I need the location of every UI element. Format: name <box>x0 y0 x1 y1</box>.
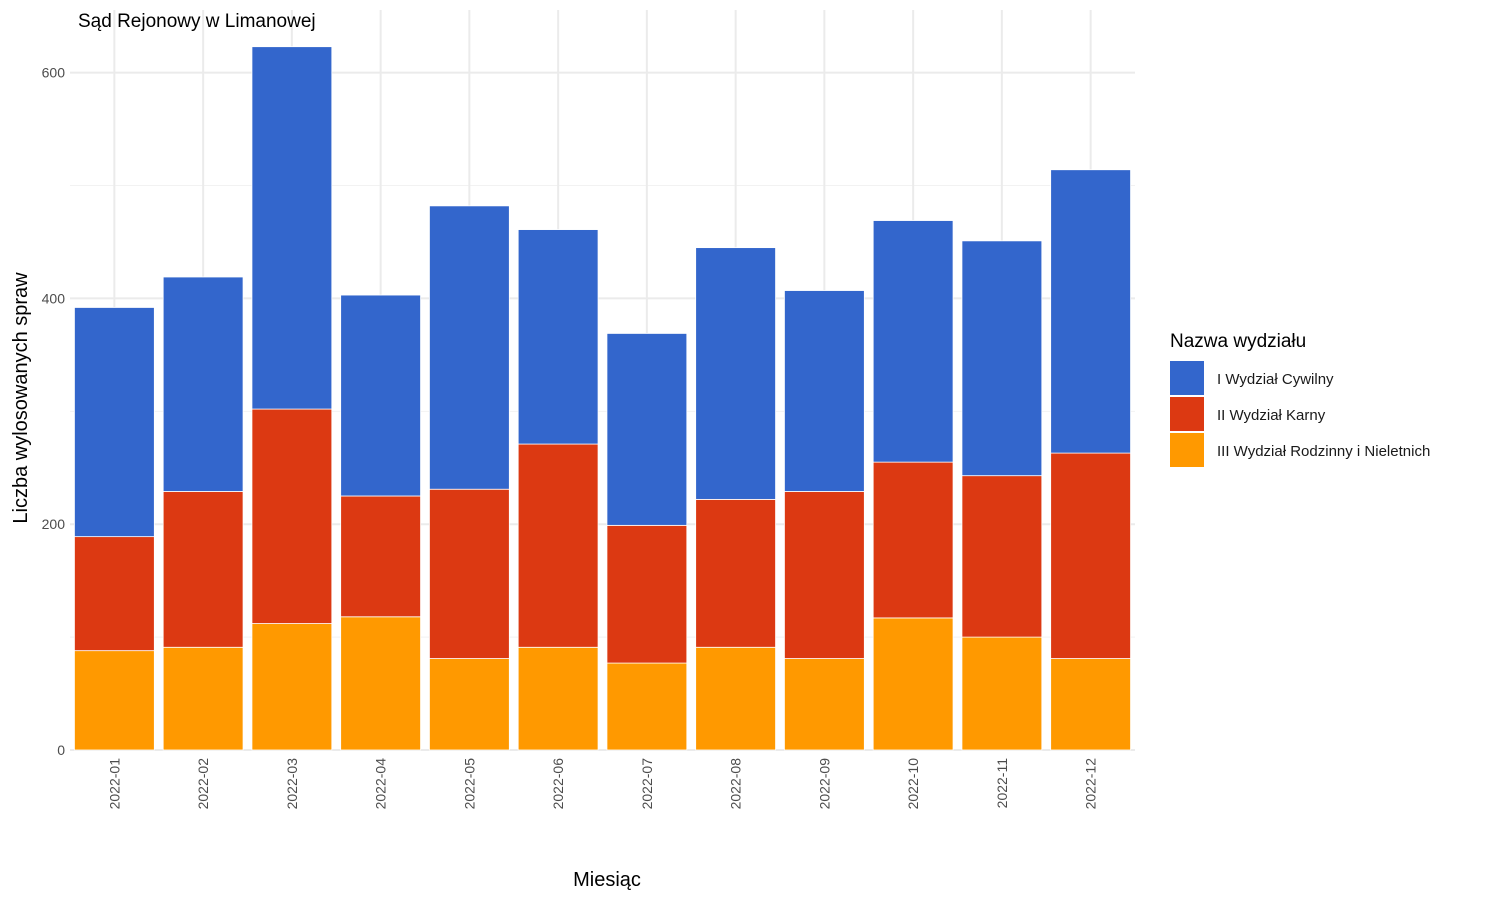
bar-segment <box>340 495 421 618</box>
bar-segment <box>251 408 333 624</box>
legend-label: III Wydział Rodzinny i Nieletnich <box>1217 443 1430 460</box>
x-axis-title: Miesiąc <box>573 869 641 891</box>
bar-segment <box>74 650 155 751</box>
bar-segment <box>606 333 688 526</box>
bar-segment <box>961 240 1043 477</box>
bar-segment <box>74 536 155 652</box>
bar-segment <box>340 294 421 497</box>
bar-segment <box>162 646 244 751</box>
x-tick-label: 2022-08 <box>728 758 744 810</box>
x-axis-ticks: 2022-01 2022-02 2022-03 2022-04 2022-05 2022-… <box>106 758 1098 810</box>
bar-segment <box>517 229 599 445</box>
legend-title: Nazwa wydziału <box>1170 331 1306 352</box>
x-tick-label: 2022-04 <box>373 758 389 810</box>
bar-segment <box>74 307 155 538</box>
bar-segment <box>872 617 954 751</box>
bar-segment <box>695 498 776 648</box>
bar-segment <box>872 220 954 463</box>
y-tick-label: 600 <box>42 65 66 81</box>
y-axis-title: Liczba wylosowanych spraw <box>10 272 32 524</box>
bar-segment <box>1050 452 1131 659</box>
y-tick-label: 200 <box>42 516 66 532</box>
bar-segment <box>695 247 776 500</box>
bar-segment <box>784 290 865 492</box>
bars <box>74 46 1131 751</box>
bar-segment <box>517 646 599 751</box>
bar-segment <box>606 662 688 751</box>
bar-segment <box>961 475 1043 638</box>
x-tick-label: 2022-10 <box>905 758 921 810</box>
x-tick-label: 2022-06 <box>550 758 566 810</box>
bar-segment <box>784 658 865 751</box>
y-tick-label: 0 <box>57 742 65 758</box>
legend: Nazwa wydziału I Wydział Cywilny II Wydzi… <box>1170 331 1430 467</box>
x-tick-label: 2022-07 <box>639 758 655 810</box>
x-tick-label: 2022-12 <box>1083 758 1099 810</box>
legend-label: II Wydział Karny <box>1217 407 1326 424</box>
legend-swatch <box>1170 397 1204 431</box>
chart-title: Sąd Rejonowy w Limanowej <box>78 11 316 32</box>
bar-segment <box>1050 658 1131 751</box>
bar-segment <box>162 276 244 492</box>
bar-segment <box>162 491 244 648</box>
bar-segment <box>517 443 599 648</box>
bar-segment <box>784 491 865 659</box>
x-tick-label: 2022-05 <box>461 758 477 810</box>
legend-label: I Wydział Cywilny <box>1217 371 1334 388</box>
bar-segment <box>695 646 776 751</box>
bar-segment <box>961 636 1043 751</box>
bar-segment <box>872 461 954 619</box>
bar-segment <box>251 623 333 751</box>
x-tick-label: 2022-11 <box>994 758 1010 809</box>
legend-swatch <box>1170 433 1204 467</box>
bar-segment <box>429 658 510 751</box>
bar-segment <box>340 616 421 751</box>
x-tick-label: 2022-01 <box>106 758 122 810</box>
x-tick-label: 2022-09 <box>816 758 832 810</box>
bar-segment <box>251 46 333 410</box>
bar-segment <box>606 524 688 664</box>
legend-swatch <box>1170 361 1204 395</box>
y-axis-ticks: 0 200 400 600 <box>42 65 66 758</box>
bar-segment <box>429 205 510 490</box>
x-tick-label: 2022-02 <box>195 758 211 810</box>
bar-segment <box>1050 169 1131 454</box>
y-tick-label: 400 <box>42 290 66 306</box>
x-tick-label: 2022-03 <box>284 758 300 810</box>
bar-segment <box>429 488 510 659</box>
